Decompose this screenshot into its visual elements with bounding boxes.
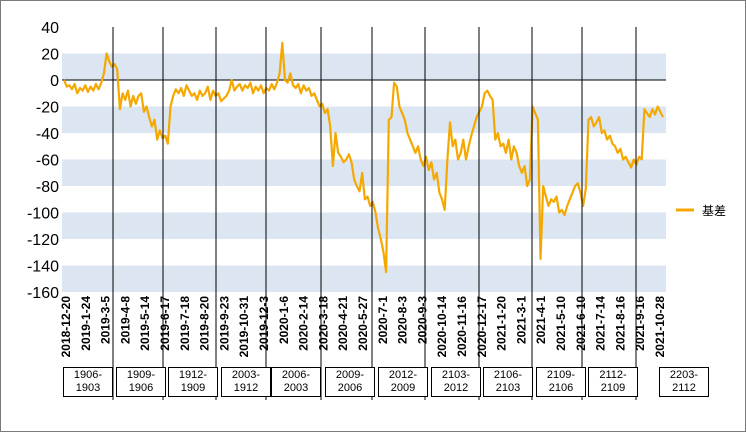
contract-label: 2109- 2106: [536, 367, 586, 397]
contract-label: 2012- 2009: [378, 367, 428, 397]
x-tick-label: 2021-3-1: [514, 296, 528, 344]
x-tick-label: 2021-1-20: [495, 296, 509, 351]
x-tick-label: 2019-3-5: [99, 296, 113, 344]
x-tick-label: 2020-11-16: [455, 296, 469, 357]
x-tick-label: 2021-6-10: [574, 296, 588, 351]
contract-label: 2103- 2012: [431, 367, 481, 397]
x-tick-label: 2020-7-1: [376, 296, 390, 344]
grid-band: [62, 106, 666, 133]
y-tick-label: 40: [41, 20, 59, 37]
y-tick-label: 20: [41, 47, 59, 64]
x-tick-label: 2020-9-3: [415, 296, 429, 344]
x-tick-label: 2019-6-17: [158, 296, 172, 351]
contract-label: 1909- 1906: [116, 367, 166, 397]
y-tick-label: -40: [36, 126, 59, 143]
x-tick-label: 2020-12-17: [475, 296, 489, 358]
x-tick-label: 2021-10-28: [653, 296, 667, 358]
x-tick-label: 2020-4-21: [336, 296, 350, 351]
x-tick-label: 2020-1-6: [277, 296, 291, 344]
y-axis: 40 20 0 -20 -40 -60 -80 -100 -120 -140 -160: [27, 20, 59, 302]
y-tick-label: 0: [50, 73, 59, 90]
contract-label: 2003- 1912: [221, 367, 271, 397]
contract-label: 2106- 2103: [483, 367, 533, 397]
series-lines: [62, 41, 664, 274]
contract-label: 2112- 2109: [588, 367, 638, 397]
y-tick-label: -20: [36, 100, 59, 117]
contract-label: 2203- 2112: [659, 367, 709, 397]
x-tick-label: 2020-3-18: [316, 296, 330, 351]
y-tick-label: -160: [27, 285, 59, 302]
series-line-basis: [62, 41, 664, 274]
grid-bands: [62, 53, 666, 292]
y-tick-label: -100: [27, 206, 59, 223]
grid-band: [62, 265, 666, 292]
x-tick-label: 2019-12-3: [257, 296, 271, 351]
y-tick-label: -60: [36, 153, 59, 170]
grid-band: [62, 53, 666, 80]
y-tick-label: -140: [27, 259, 59, 276]
x-tick-label: 2019-7-18: [178, 296, 192, 351]
x-tick-label: 2021-7-14: [594, 296, 608, 351]
y-tick-label: -80: [36, 179, 59, 196]
contract-dividers: [112, 27, 637, 400]
x-tick-label: 2018-12-20: [59, 296, 73, 358]
x-tick-label: 2021-9-16: [633, 296, 647, 351]
x-tick-label: 2020-2-14: [297, 296, 311, 351]
contract-label: 2009- 2006: [325, 367, 375, 397]
x-tick-label: 2019-4-8: [118, 296, 132, 344]
x-axis-ticks: 2018-12-20 2019-1-24 2019-3-5 2019-4-8 2019-…: [59, 296, 667, 358]
legend: 基差: [676, 204, 726, 218]
x-tick-label: 2019-5-14: [138, 296, 152, 351]
x-tick-label: 2019-9-23: [217, 296, 231, 351]
x-tick-label: 2019-10-31: [237, 296, 251, 358]
contract-label: 1912- 1909: [168, 367, 218, 397]
x-tick-label: 2021-8-16: [613, 296, 627, 351]
y-tick-label: -120: [27, 232, 59, 249]
x-tick-label: 2020-8-3: [396, 296, 410, 344]
x-tick-label: 2021-5-10: [554, 296, 568, 351]
x-tick-label: 2020-10-14: [435, 296, 449, 358]
grid-band: [62, 212, 666, 239]
x-tick-label: 2021-4-1: [534, 296, 548, 344]
x-tick-label: 2019-8-20: [198, 296, 212, 351]
contract-label: 2006- 2003: [271, 367, 321, 397]
legend-label: 基差: [702, 204, 726, 218]
x-tick-label: 2019-1-24: [79, 296, 93, 351]
contract-label: 1906- 1903: [63, 367, 113, 397]
x-tick-label: 2020-5-27: [356, 296, 370, 351]
